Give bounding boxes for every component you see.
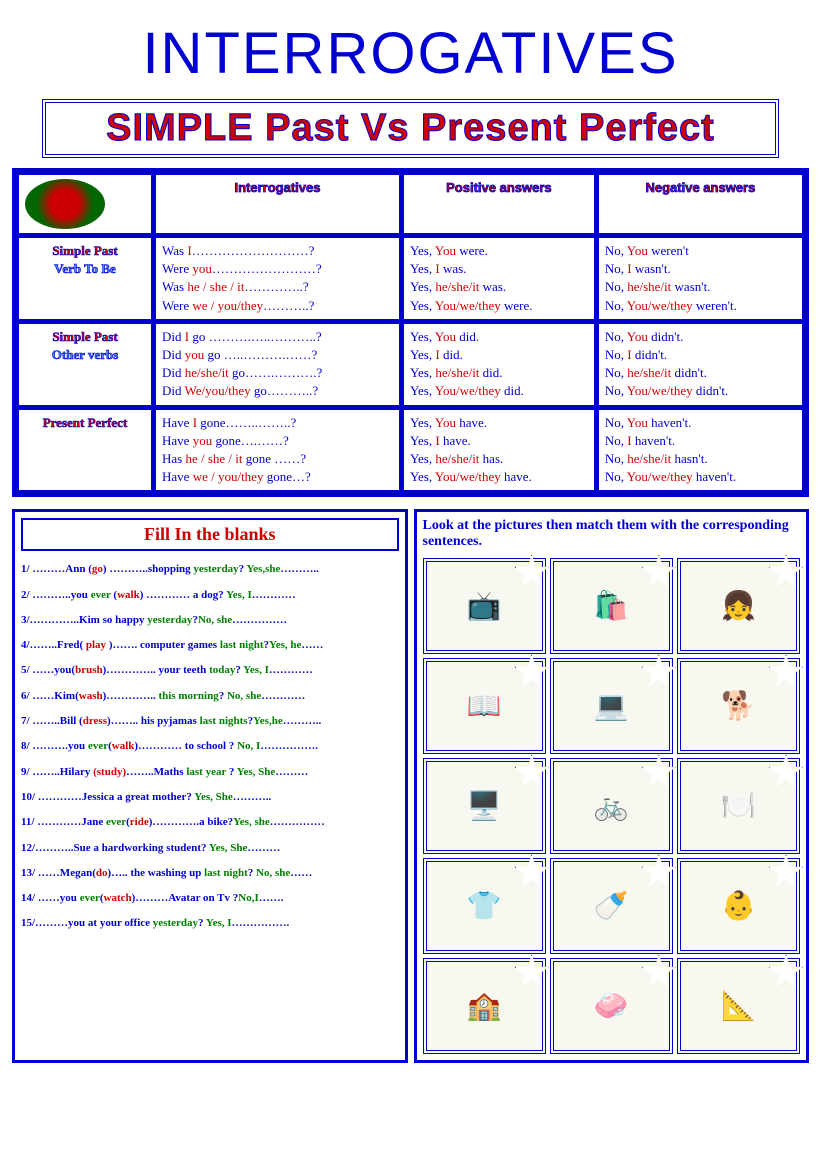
- fill-blanks-section: Fill In the blanks 1/ ………Ann (go) ………..s…: [12, 509, 408, 1063]
- fill-title: Fill In the blanks: [21, 518, 399, 551]
- grammar-cell: No, You didn't.No, I didn't.No, he/she/i…: [598, 323, 803, 406]
- picture-cell: 🐕: [677, 658, 800, 754]
- star-badge: [768, 854, 804, 890]
- picture-cell: 👧: [677, 558, 800, 654]
- star-badge: [641, 554, 677, 590]
- star-badge: [514, 654, 550, 690]
- star-badge: [641, 754, 677, 790]
- grammar-cell: Yes, You have.Yes, I have.Yes, he/she/it…: [403, 409, 595, 492]
- subtitle-box: SIMPLE Past Vs Present Perfect: [42, 99, 779, 158]
- star-badge: [768, 754, 804, 790]
- question-line: 12/………..Sue a hardworking student? Yes, …: [21, 841, 399, 855]
- row-header: Present Perfect: [18, 409, 152, 492]
- star-badge: [768, 554, 804, 590]
- picture-instructions: Look at the pictures then match them wit…: [423, 518, 801, 550]
- grammar-cell: No, You haven't.No, I haven't.No, he/she…: [598, 409, 803, 492]
- picture-cell: 👶: [677, 858, 800, 954]
- picture-cell: 📐: [677, 958, 800, 1054]
- star-badge: [641, 954, 677, 990]
- grammar-cell: Was I………………………?Were you……………………?Was he /…: [155, 237, 400, 320]
- picture-cell: 🛍️: [550, 558, 673, 654]
- star-badge: [514, 954, 550, 990]
- question-line: 10/ …………Jessica a great mother? Yes, She…: [21, 790, 399, 804]
- picture-cell: 👕: [423, 858, 546, 954]
- picture-match-section: Look at the pictures then match them wit…: [414, 509, 810, 1063]
- question-line: 7/ ……..Bill (dress)…….. his pyjamas last…: [21, 714, 399, 728]
- picture-cell: 🧼: [550, 958, 673, 1054]
- star-badge: [514, 854, 550, 890]
- grammar-cell: No, You weren'tNo, I wasn't.No, he/she/i…: [598, 237, 803, 320]
- question-line: 1/ ………Ann (go) ………..shopping yesterday? …: [21, 562, 399, 576]
- picture-cell: 🍼: [550, 858, 673, 954]
- row-header: Simple PastOther verbs: [18, 323, 152, 406]
- grammar-cell: Have I gone……..……..?Have you gone….……?Ha…: [155, 409, 400, 492]
- header-positive: Positive answers: [403, 174, 595, 234]
- row-header: Simple PastVerb To Be: [18, 237, 152, 320]
- subtitle: SIMPLE Past Vs Present Perfect: [106, 107, 715, 149]
- question-line: 9/ ……..Hilary (study)……..Maths last year…: [21, 765, 399, 779]
- picture-cell: 🍽️: [677, 758, 800, 854]
- grammar-table: Interrogatives Positive answers Negative…: [12, 168, 809, 497]
- star-badge: [514, 554, 550, 590]
- picture-cell: 🖥️: [423, 758, 546, 854]
- picture-cell: 💻: [550, 658, 673, 754]
- main-title: INTERROGATIVES: [12, 20, 809, 87]
- star-badge: [641, 654, 677, 690]
- picture-cell: 📖: [423, 658, 546, 754]
- star-badge: [641, 854, 677, 890]
- header-interrogatives: Interrogatives: [155, 174, 400, 234]
- picture-cell: 📺: [423, 558, 546, 654]
- star-badge: [768, 954, 804, 990]
- star-badge: [514, 754, 550, 790]
- question-line: 14/ ……you ever(watch)………Avatar on Tv ?No…: [21, 891, 399, 905]
- question-line: 3/…………..Kim so happy yesterday?No, she………: [21, 613, 399, 627]
- question-line: 13/ ……Megan(do)….. the washing up last n…: [21, 866, 399, 880]
- picture-cell: 🏫: [423, 958, 546, 1054]
- header-negative: Negative answers: [598, 174, 803, 234]
- question-line: 6/ ……Kim(wash)………….. this morning? No, s…: [21, 689, 399, 703]
- star-badge: [768, 654, 804, 690]
- question-line: 15/………you at your office yesterday? Yes,…: [21, 916, 399, 930]
- question-line: 5/ ……you(brush)………….. your teeth today? …: [21, 663, 399, 677]
- picture-cell: 🚲: [550, 758, 673, 854]
- grammar-cell: Yes, You did.Yes, I did.Yes, he/she/it d…: [403, 323, 595, 406]
- grammar-cell: Yes, You were.Yes, I was.Yes, he/she/it …: [403, 237, 595, 320]
- flower-icon: [25, 179, 105, 229]
- question-line: 11/ …………Jane ever(ride)………….a bike?Yes, …: [21, 815, 399, 829]
- question-line: 8/ ……….you ever(walk)………… to school ? No…: [21, 739, 399, 753]
- grammar-cell: Did I go ……….…..………..?Did you go …..……….…: [155, 323, 400, 406]
- question-line: 4/……..Fred( play )……. computer games las…: [21, 638, 399, 652]
- question-line: 2/ ………..you ever (walk) ………… a dog? Yes,…: [21, 588, 399, 602]
